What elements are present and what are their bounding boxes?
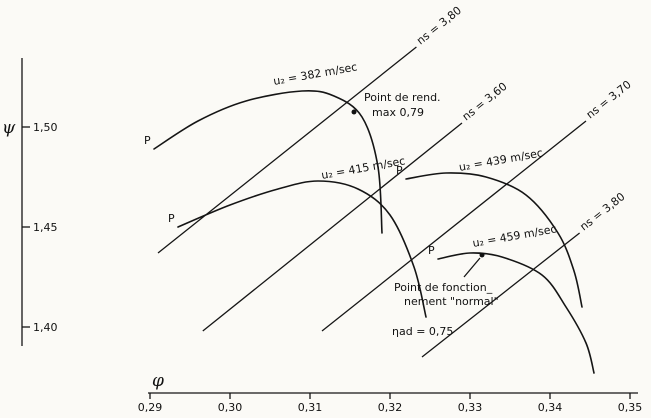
- x-tick-label: 0,31: [298, 401, 323, 414]
- speed-curve: [177, 180, 427, 318]
- speed-curve-label: u₂ = 459 m/sec: [471, 222, 557, 250]
- max-efficiency-label: max 0,79: [372, 106, 424, 119]
- curve-start-marker: P: [396, 164, 403, 177]
- ns-line-label: ns = 3,80: [414, 4, 464, 47]
- curve-start-marker: P: [428, 244, 435, 257]
- curve-start-marker: P: [144, 134, 151, 147]
- ns-line: [321, 120, 587, 332]
- ns-line-label: ns = 3,70: [584, 78, 634, 121]
- max-efficiency-point: [351, 109, 357, 115]
- curve-start-marker: P: [168, 212, 175, 225]
- normal-point-label: nement "normal": [404, 295, 499, 308]
- x-tick-label: 0,29: [138, 401, 163, 414]
- speed-curve: [153, 90, 383, 234]
- ns-line-label: ns = 3,60: [460, 80, 510, 124]
- x-tick-label: 0,33: [458, 401, 483, 414]
- x-tick-label: 0,34: [538, 401, 563, 414]
- max-efficiency-label: Point de rend.: [364, 91, 441, 104]
- speed-curve: [405, 172, 583, 308]
- normal-point-leader: [463, 257, 481, 278]
- ns-line-label: ns = 3,80: [577, 190, 627, 233]
- x-tick-label: 0,32: [378, 401, 403, 414]
- speed-curve-label: u₂ = 382 m/sec: [272, 60, 358, 88]
- x-tick-label: 0,30: [218, 401, 243, 414]
- y-axis-label: ψ: [2, 118, 16, 138]
- x-tick-label: 0,35: [618, 401, 643, 414]
- ns-line: [421, 232, 581, 358]
- ns-line: [202, 122, 463, 332]
- ns-line: [157, 46, 417, 254]
- normal-point-label: Point de fonction_: [394, 281, 493, 294]
- x-axis-label: φ: [152, 371, 164, 391]
- efficiency-label: ηad = 0,75: [392, 325, 453, 338]
- y-tick-label: 1,45: [33, 221, 58, 234]
- speed-curve-label: u₂ = 439 m/sec: [458, 146, 544, 174]
- normal-operating-point: [479, 252, 485, 258]
- y-tick-label: 1,40: [33, 321, 58, 334]
- y-tick-label: 1,50: [33, 121, 58, 134]
- speed-curve: [437, 252, 595, 374]
